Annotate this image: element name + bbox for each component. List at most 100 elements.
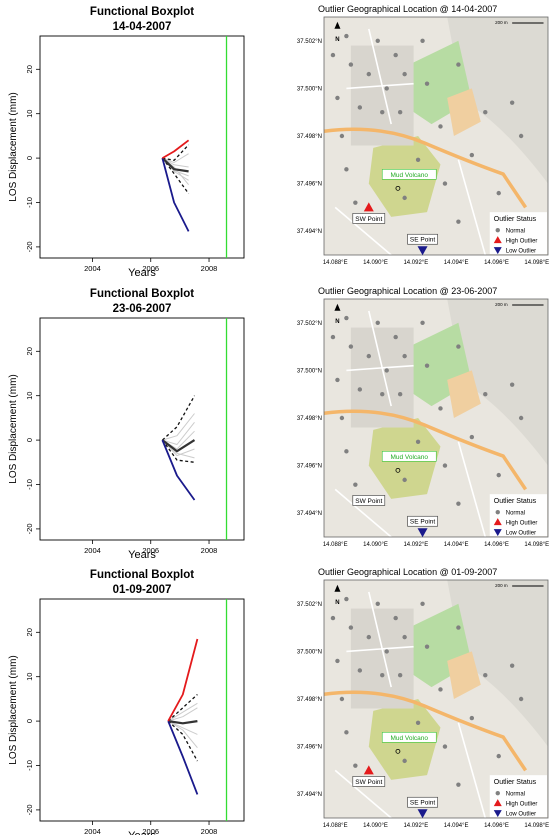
series-line-upper (161, 395, 196, 441)
series-line-curve (162, 421, 195, 445)
normal-point (518, 133, 524, 139)
normal-point (415, 720, 421, 725)
scale-label: 200 m (495, 302, 508, 307)
normal-point (339, 133, 345, 139)
mud-volcano-label: Mud Volcano (390, 172, 428, 179)
longitude-label: 14.092°E (403, 260, 428, 266)
normal-point (344, 449, 349, 454)
chart-subtitle: 23-06-2007 (113, 303, 172, 315)
longitude-label: 14.094°E (444, 823, 469, 829)
longitude-label: 14.092°E (403, 823, 428, 829)
mud-volcano-label: Mud Volcano (390, 454, 428, 461)
series-line-curve (162, 153, 189, 163)
normal-point (402, 195, 407, 201)
legend-box (489, 494, 547, 536)
longitude-label: 14.098°E (524, 260, 549, 266)
minor-roads (334, 591, 487, 819)
x-axis-label: Years (128, 830, 156, 835)
main-road (323, 409, 528, 491)
minor-roads (334, 28, 487, 256)
normal-point (357, 668, 363, 673)
normal-point (469, 715, 475, 721)
legend-title: Outlier Status (494, 216, 537, 223)
legend-item-label: Normal (506, 229, 525, 235)
latitude-label: 37.498°N (297, 697, 322, 703)
normal-point (380, 392, 385, 397)
normal-point (335, 658, 340, 664)
x-tick-label: 2006 (142, 264, 159, 273)
longitude-label: 14.088°E (323, 542, 348, 548)
legend-item-label: Normal (506, 792, 525, 798)
y-tick-label: 20 (25, 347, 34, 355)
plot-frame (39, 598, 245, 822)
normal-point (442, 181, 448, 186)
series-line-curve (167, 702, 198, 722)
latitude-label: 37.498°N (297, 416, 322, 422)
mud-volcano-label-box (381, 451, 437, 462)
series-line-curve (168, 707, 198, 722)
legend-item-label: Low Outlier (506, 249, 536, 255)
normal-point (402, 758, 407, 764)
normal-point (380, 673, 385, 678)
longitude-label: 14.094°E (444, 542, 469, 548)
mud-volcano-label: Mud Volcano (390, 735, 428, 742)
x-axis-label: Years (128, 267, 156, 279)
normal-point (483, 392, 488, 397)
y-axis-label: LOS Displacement (mm) (8, 655, 19, 764)
latitude-label: 37.500°N (297, 368, 322, 374)
legend-high-outlier-icon (493, 236, 502, 244)
x-axis-label: Years (128, 549, 156, 561)
chart-subtitle: 01-09-2007 (113, 584, 172, 596)
y-tick-label: 10 (25, 110, 34, 118)
normal-point (384, 368, 389, 373)
legend-title: Outlier Status (494, 779, 537, 786)
map-panel-1: Outlier Geographical Location @ 14-04-20… (297, 4, 549, 266)
normal-point (518, 415, 524, 421)
low-outlier-marker (417, 809, 428, 819)
x-tick-label: 2008 (201, 827, 218, 835)
longitude-label: 14.092°E (403, 542, 428, 548)
sand-area (447, 651, 481, 699)
north-label: N (335, 600, 339, 606)
normal-point (375, 601, 380, 606)
series-line-curve (167, 720, 198, 735)
longitude-label: 14.088°E (323, 260, 348, 266)
normal-point (509, 663, 515, 668)
normal-point (353, 482, 358, 487)
normal-point (456, 219, 461, 224)
normal-point (344, 730, 349, 735)
normal-point (339, 696, 345, 702)
chart-subtitle: 14-04-2007 (113, 21, 172, 33)
normal-point (335, 95, 340, 101)
chart-title: Functional Boxplot (90, 569, 194, 581)
y-tick-label: 0 (25, 438, 34, 442)
normal-point (397, 673, 403, 678)
normal-point (353, 200, 358, 205)
series-line-median (161, 157, 189, 173)
normal-point (483, 110, 488, 115)
normal-point (456, 501, 461, 506)
scale-label: 200 m (495, 583, 508, 588)
y-tick-label: 0 (25, 156, 34, 160)
normal-point (375, 320, 380, 325)
normal-point (344, 596, 349, 602)
legend-item-label: Normal (506, 511, 525, 517)
normal-point (442, 744, 448, 749)
low-outlier-marker (417, 528, 428, 538)
normal-point (402, 477, 407, 483)
x-tick-label: 2004 (84, 264, 101, 273)
minor-roads (334, 310, 487, 538)
normal-point (357, 387, 363, 392)
legend-normal-icon (495, 790, 500, 796)
mud-volcano-label-box (381, 169, 437, 180)
y-tick-label: 10 (25, 392, 34, 400)
normal-point (469, 434, 475, 440)
y-tick-label: -20 (25, 241, 34, 252)
normal-point (348, 625, 354, 630)
series-line-median (161, 439, 196, 453)
y-tick-label: -10 (25, 197, 34, 208)
latitude-label: 37.496°N (297, 464, 322, 470)
normal-point (397, 392, 403, 397)
normal-point (353, 763, 358, 768)
terrain-area (447, 17, 548, 184)
